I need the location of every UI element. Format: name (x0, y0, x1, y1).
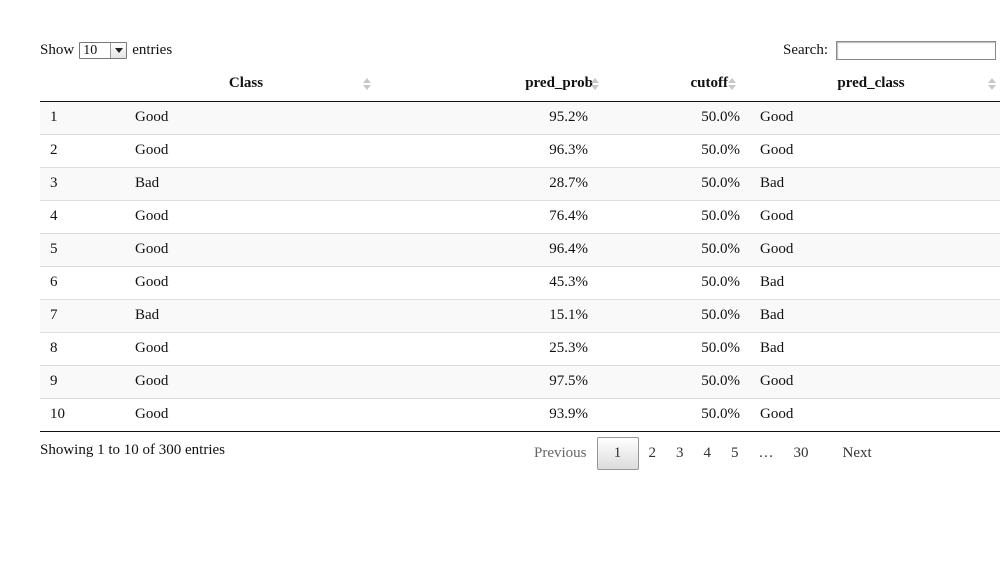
cell-pred-prob: 93.9% (375, 397, 625, 432)
column-header-index[interactable] (40, 67, 125, 102)
sort-both-icon (591, 77, 599, 91)
cell-pred-prob: 45.3% (375, 265, 625, 299)
cell-cutoff: 50.0% (625, 265, 750, 299)
cell-pred-prob: 76.4% (375, 199, 625, 233)
cell-index: 7 (40, 298, 125, 332)
page-button-2[interactable]: 2 (648, 445, 657, 461)
cell-pred-class: Good (750, 199, 1000, 233)
cell-index: 9 (40, 364, 125, 398)
cell-cutoff: 50.0% (625, 133, 750, 167)
cell-cutoff: 50.0% (625, 166, 750, 200)
length-menu-suffix: entries (132, 42, 173, 58)
cell-pred-prob: 97.5% (375, 364, 625, 398)
cell-cutoff: 50.0% (625, 397, 750, 432)
table-row: 3 Bad 28.7% 50.0% Bad (40, 166, 1000, 200)
cell-pred-class: Good (750, 364, 1000, 398)
pagination-ellipsis: … (758, 445, 774, 461)
cell-index: 5 (40, 232, 125, 266)
page-button-30[interactable]: 30 (793, 445, 809, 461)
search-box: Search: (783, 41, 996, 60)
length-menu-prefix: Show (40, 42, 75, 58)
table-row: 1 Good 95.2% 50.0% Good (40, 101, 1000, 134)
column-header-label: cutoff (690, 75, 729, 92)
table-row: 9 Good 97.5% 50.0% Good (40, 364, 1000, 398)
chevron-down-icon[interactable] (110, 43, 127, 58)
cell-index: 6 (40, 265, 125, 299)
table-controls: Show 10 entries Search: (40, 41, 1000, 64)
entries-per-page-value: 10 (83, 43, 98, 58)
page-button-5[interactable]: 5 (731, 445, 739, 461)
cell-class: Good (125, 265, 375, 299)
cell-pred-prob: 15.1% (375, 298, 625, 332)
cell-index: 4 (40, 199, 125, 233)
cell-index: 8 (40, 331, 125, 365)
table-header-row: Class pred_prob cutoff pred_class (40, 67, 1000, 102)
column-header-pred-prob[interactable]: pred_prob (375, 67, 625, 102)
cell-class: Good (125, 133, 375, 167)
table-row: 8 Good 25.3% 50.0% Bad (40, 331, 1000, 365)
search-label: Search: (783, 42, 828, 58)
cell-pred-prob: 96.4% (375, 232, 625, 266)
column-header-pred-class[interactable]: pred_class (750, 67, 1000, 102)
cell-class: Bad (125, 298, 375, 332)
table-row: 2 Good 96.3% 50.0% Good (40, 133, 1000, 167)
length-menu: Show 10 entries (40, 42, 172, 59)
cell-class: Good (125, 232, 375, 266)
column-header-label: pred_prob (525, 75, 593, 92)
cell-pred-class: Good (750, 232, 1000, 266)
page-button-4[interactable]: 4 (703, 445, 712, 461)
cell-index: 3 (40, 166, 125, 200)
table-row: 5 Good 96.4% 50.0% Good (40, 232, 1000, 266)
sort-both-icon (988, 77, 996, 91)
sort-both-icon (728, 77, 736, 91)
cell-class: Good (125, 331, 375, 365)
cell-pred-prob: 95.2% (375, 101, 625, 134)
cell-pred-prob: 25.3% (375, 331, 625, 365)
cell-index: 1 (40, 101, 125, 134)
cell-pred-class: Good (750, 133, 1000, 167)
table-row: 7 Bad 15.1% 50.0% Bad (40, 298, 1000, 332)
cell-cutoff: 50.0% (625, 331, 750, 365)
sort-both-icon (363, 77, 371, 91)
cell-class: Good (125, 364, 375, 398)
cell-cutoff: 50.0% (625, 364, 750, 398)
cell-pred-class: Bad (750, 298, 1000, 332)
page-button-1[interactable]: 1 (596, 437, 639, 470)
cell-class: Bad (125, 166, 375, 200)
page-button-3[interactable]: 3 (676, 445, 684, 461)
cell-class: Good (125, 199, 375, 233)
cell-pred-class: Bad (750, 166, 1000, 200)
cell-pred-class: Bad (750, 265, 1000, 299)
cell-pred-class: Good (750, 101, 1000, 134)
pagination: Previous 1 2 3 4 5 … 30 Next (524, 436, 882, 471)
table-row: 6 Good 45.3% 50.0% Bad (40, 265, 1000, 299)
search-input[interactable] (836, 41, 996, 60)
cell-class: Good (125, 101, 375, 134)
cell-cutoff: 50.0% (625, 232, 750, 266)
table-row: 10 Good 93.9% 50.0% Good (40, 397, 1000, 432)
cell-cutoff: 50.0% (625, 199, 750, 233)
cell-cutoff: 50.0% (625, 298, 750, 332)
entries-per-page-select[interactable]: 10 (79, 42, 128, 59)
cell-pred-prob: 28.7% (375, 166, 625, 200)
previous-page-button[interactable]: Previous (534, 445, 587, 461)
cell-pred-class: Good (750, 397, 1000, 432)
column-header-label: Class (228, 75, 264, 92)
column-header-label: pred_class (837, 75, 905, 92)
cell-pred-prob: 96.3% (375, 133, 625, 167)
cell-class: Good (125, 397, 375, 432)
cell-index: 10 (40, 397, 125, 432)
data-table: Class pred_prob cutoff pred_class 1 Good 9… (40, 67, 1000, 432)
column-header-cutoff[interactable]: cutoff (625, 67, 750, 102)
next-page-button[interactable]: Next (842, 445, 872, 461)
table-row: 4 Good 76.4% 50.0% Good (40, 199, 1000, 233)
cell-cutoff: 50.0% (625, 101, 750, 134)
column-header-class[interactable]: Class (125, 67, 375, 102)
cell-pred-class: Bad (750, 331, 1000, 365)
cell-index: 2 (40, 133, 125, 167)
table-info: Showing 1 to 10 of 300 entries (40, 442, 225, 458)
